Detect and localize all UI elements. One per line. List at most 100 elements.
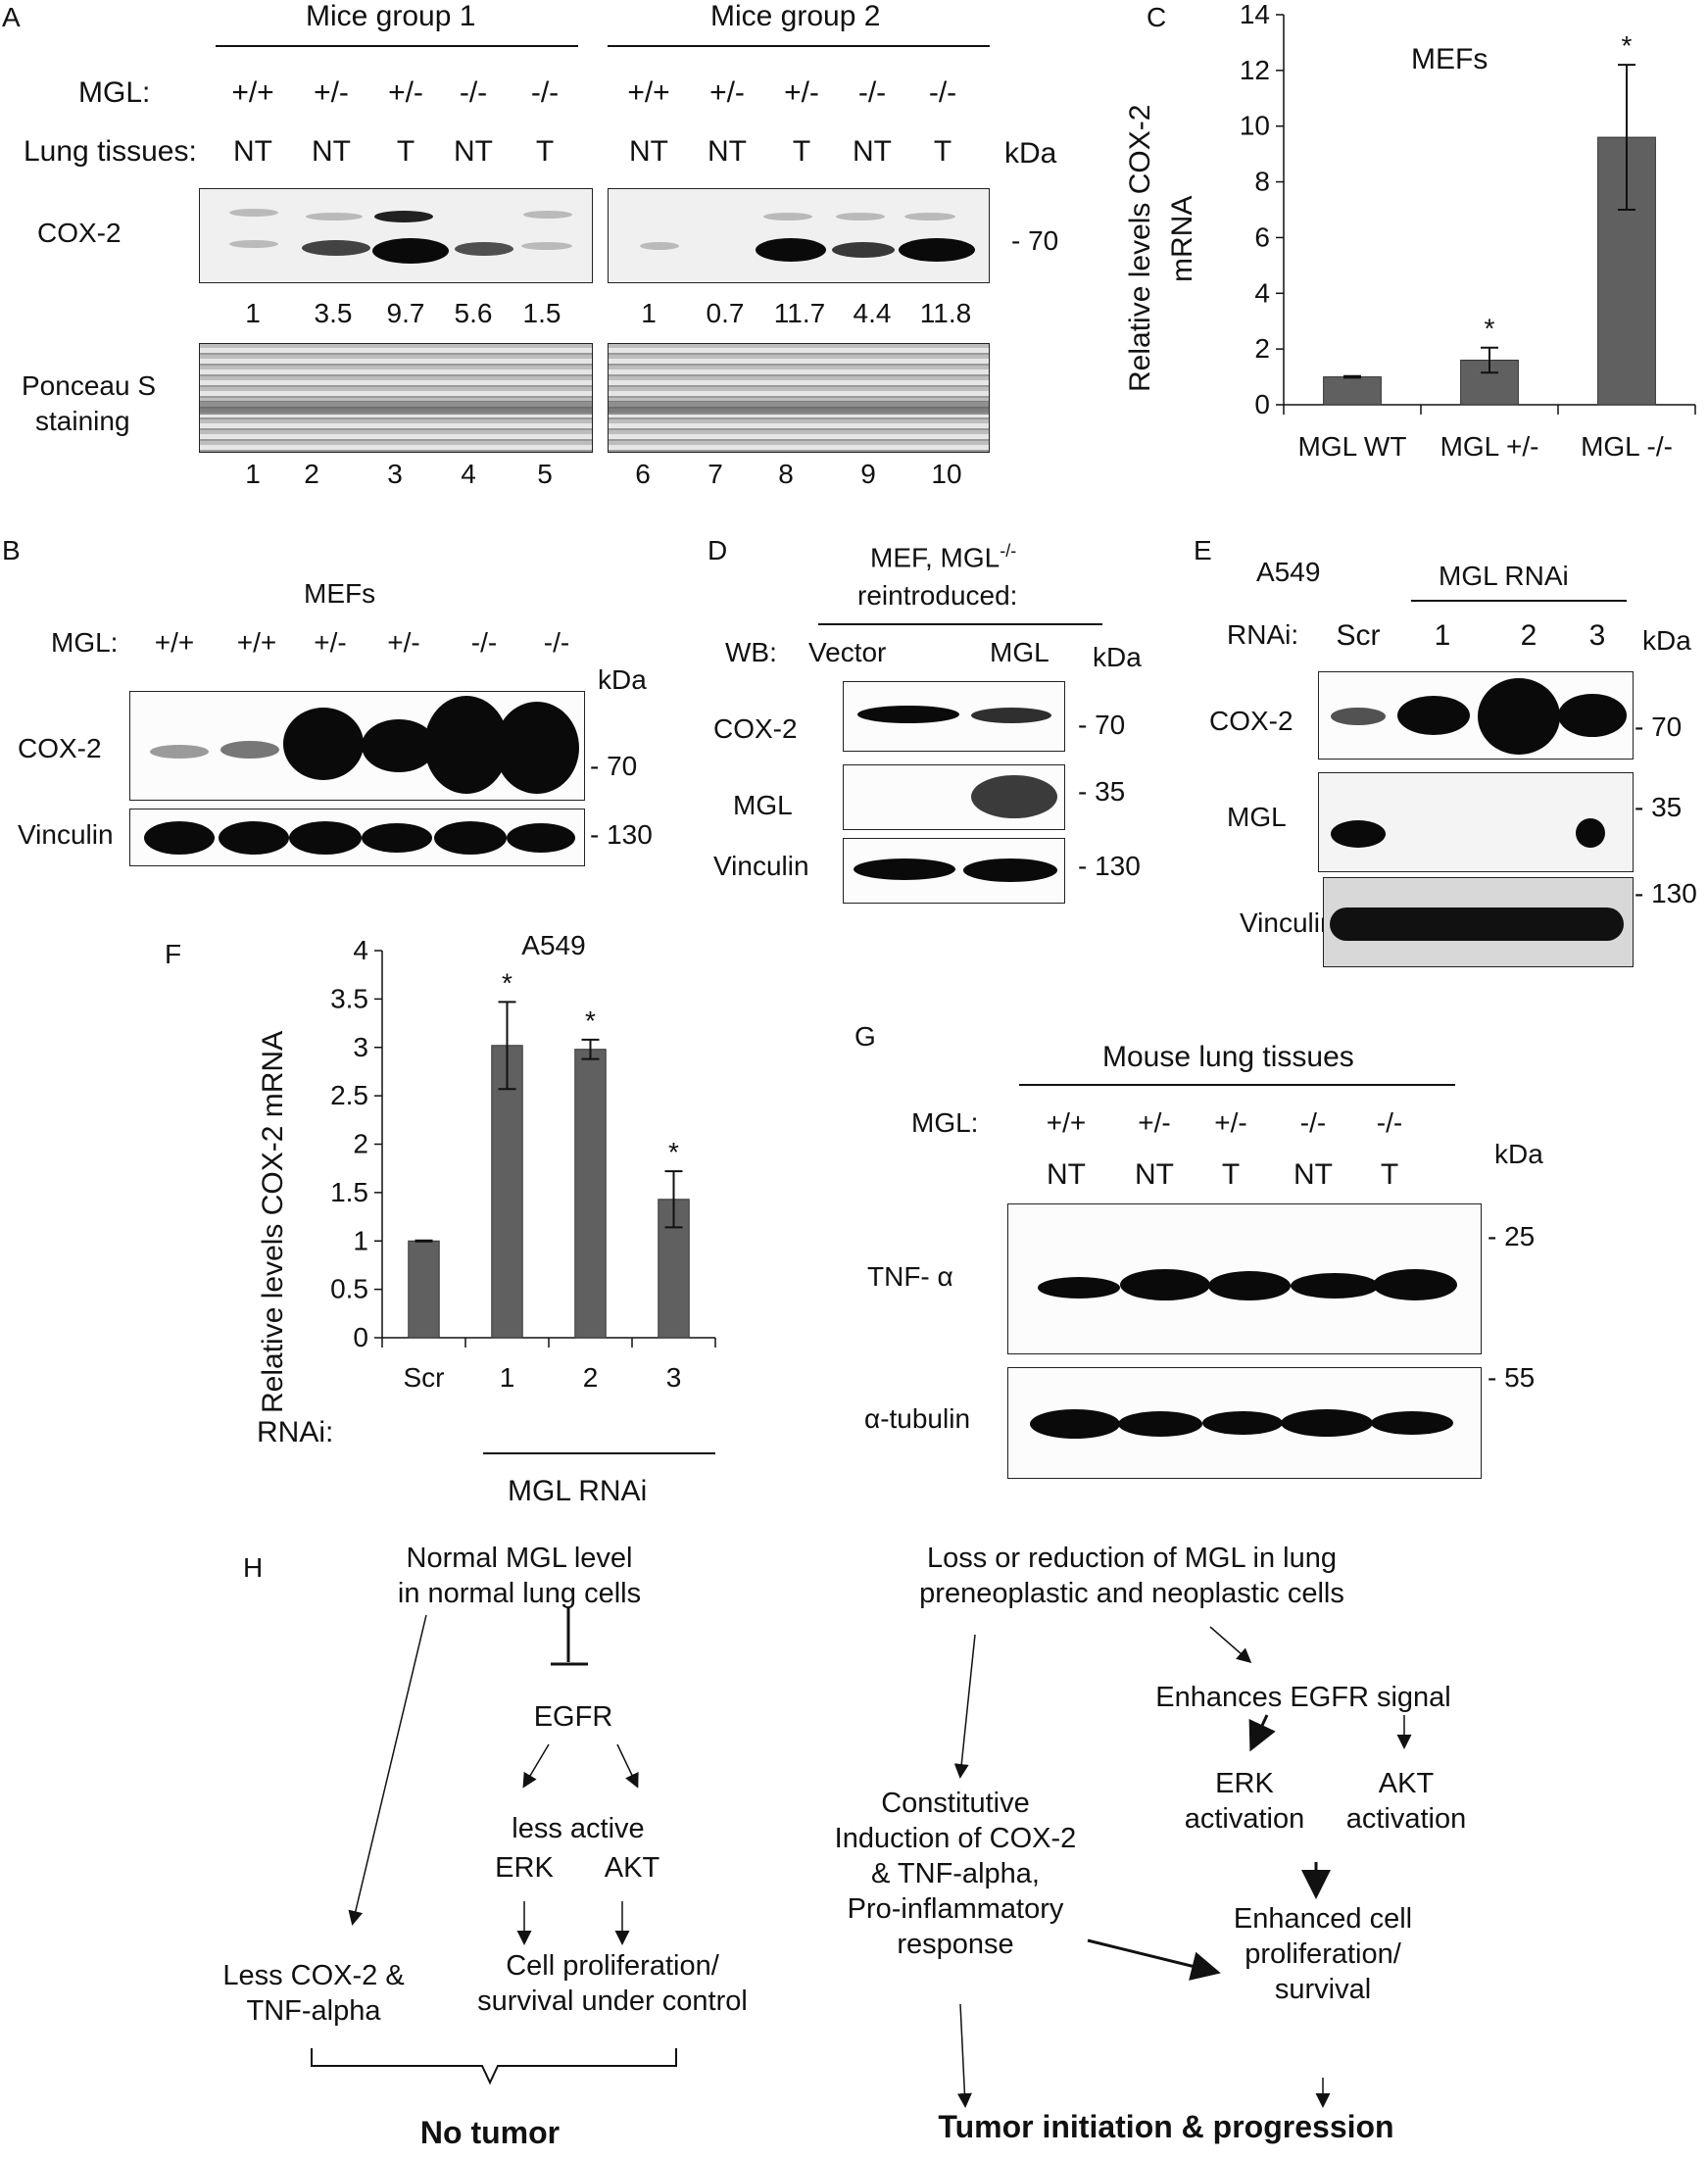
- panel-d-mgl-blot: [843, 764, 1065, 830]
- lane-label: 3: [1588, 619, 1606, 652]
- lane-number: 3: [387, 459, 403, 489]
- ponceau-blot-g1: [199, 343, 593, 453]
- panel-d-cox2-blot: [843, 681, 1065, 752]
- node-less-active: less active: [512, 1813, 645, 1844]
- chart-f-rnai-label: RNAi:: [257, 1416, 334, 1448]
- node-enhanced-prolif-line1: Enhanced cell: [1233, 1903, 1413, 1935]
- quant-value: 3.5: [314, 298, 353, 328]
- bar: [408, 1240, 440, 1339]
- chart-c: 0 2 4 6 8 10 12 14 MGL WT * MGL +/- * MGL -/-: [1240, 0, 1696, 462]
- tissue-label: NT: [853, 135, 892, 168]
- quant-value: 11.7: [773, 298, 826, 328]
- group2-rule: [608, 45, 990, 47]
- category-label: MGL -/-: [1581, 431, 1673, 462]
- node-constitutive-line4: Pro-inflammatory: [847, 1893, 1064, 1925]
- quant-value: 9.7: [386, 298, 425, 328]
- tissue-label: Lung tissues:: [24, 135, 197, 168]
- panel-letter-c: C: [1147, 2, 1167, 32]
- ponceau-label-1: Ponceau S: [22, 370, 156, 401]
- tissue-label: T: [792, 135, 811, 168]
- node-less-cox-line2: TNF-alpha: [246, 1995, 381, 2027]
- chart-c-inset: MEFs: [1411, 43, 1488, 75]
- cox2-label: COX-2: [37, 218, 122, 248]
- panel-letter-b: B: [2, 535, 21, 565]
- panel-d-m130: - 130: [1078, 851, 1141, 881]
- genotype-label: -/-: [1376, 1107, 1403, 1138]
- bar: [1323, 376, 1382, 406]
- genotype-label: +/+: [231, 76, 274, 109]
- significance-star: *: [502, 967, 512, 998]
- tissue-label: NT: [312, 135, 351, 168]
- y-tick-label: 4: [1254, 277, 1270, 308]
- chart-c-ylabel-2: mRNA: [1166, 195, 1198, 282]
- genotype-label: +/-: [314, 627, 347, 658]
- panel-d-vector: Vector: [808, 637, 887, 667]
- tissue-label: NT: [1047, 1158, 1086, 1191]
- significance-star: *: [585, 1005, 596, 1036]
- lane-number: 9: [860, 459, 876, 489]
- panel-letter-h: H: [243, 1552, 264, 1583]
- category-label: 1: [500, 1362, 515, 1393]
- y-tick-label: 4: [353, 935, 368, 965]
- quant-value: 1.5: [522, 298, 561, 328]
- group1-rule: [216, 45, 578, 47]
- node-constitutive-line1: Constitutive: [881, 1788, 1030, 1819]
- lane-label: Scr: [1336, 619, 1381, 652]
- mgl-label: MGL:: [78, 76, 151, 109]
- panel-e-kda: kDa: [1642, 625, 1691, 656]
- tissue-label: T: [1221, 1158, 1241, 1191]
- panel-e-mgl: MGL: [1227, 802, 1287, 832]
- y-tick-label: 12: [1240, 55, 1270, 85]
- chart-f-group-rule: [483, 1452, 715, 1454]
- genotype-label: +/-: [1138, 1107, 1171, 1138]
- panel-d-kda: kDa: [1093, 642, 1142, 672]
- node-constitutive: Constitutive Induction of COX-2 & TNF-al…: [813, 1786, 1098, 1962]
- node-less-cox-line1: Less COX-2 &: [222, 1960, 405, 1991]
- panel-d-vinculin-blot: [843, 838, 1065, 904]
- brace-no-tumor: [311, 2048, 677, 2085]
- node-normal-mgl-line1: Normal MGL level: [406, 1543, 633, 1574]
- genotype-label: -/-: [928, 76, 957, 109]
- node-akt-activation-line1: AKT: [1378, 1768, 1435, 1799]
- panel-b-vinculin: Vinculin: [18, 819, 114, 850]
- node-akt: AKT: [604, 1852, 660, 1884]
- panel-g-tubulin-blot: [1007, 1367, 1482, 1479]
- panel-d-m70: - 70: [1078, 710, 1126, 740]
- group1-label: Mice group 1: [306, 0, 476, 32]
- node-erk-activation-line1: ERK: [1215, 1768, 1274, 1799]
- node-prolif-control-line1: Cell proliferation/: [506, 1950, 719, 1982]
- panel-g-kda: kDa: [1494, 1139, 1543, 1169]
- arrow-const-tumor: [956, 2003, 972, 2108]
- genotype-label: +/-: [388, 76, 423, 109]
- panel-e-m130: - 130: [1635, 878, 1697, 908]
- quant-value: 0.7: [706, 298, 745, 328]
- cox2-blot-g1: [199, 188, 593, 283]
- ponceau-label-2: staining: [35, 406, 130, 436]
- genotype-label: -/-: [857, 76, 887, 109]
- panel-b-cox2-blot: [129, 691, 585, 801]
- y-tick-label: 0: [353, 1322, 368, 1352]
- tissue-label: NT: [454, 135, 493, 168]
- panel-d-rule: [818, 623, 1102, 625]
- y-tick-label: 2.5: [330, 1080, 368, 1110]
- chart-title: A549: [521, 931, 585, 960]
- node-akt-activation-line2: activation: [1345, 1803, 1467, 1835]
- panel-d-title-1: MEF, MGL-/-: [870, 541, 1017, 573]
- panel-b-m70: - 70: [590, 751, 638, 781]
- panel-e-cell: A549: [1256, 557, 1321, 587]
- node-normal-mgl: Normal MGL level in normal lung cells: [372, 1541, 666, 1611]
- category-label: Scr: [404, 1362, 445, 1393]
- node-less-cox: Less COX-2 & TNF-alpha: [216, 1958, 412, 2029]
- arrow-egfr-erk: [522, 1743, 550, 1789]
- cox2-blot-g2: [608, 188, 990, 283]
- panel-e-vinculin-blot: [1323, 877, 1634, 967]
- node-enhanced-prolif: Enhanced cell proliferation/ survival: [1215, 1901, 1431, 2007]
- category-label: MGL +/-: [1440, 431, 1539, 462]
- node-enhances-egfr: Enhances EGFR signal: [1155, 1682, 1451, 1713]
- lane-number: 6: [635, 459, 651, 489]
- panel-letter-a: A: [2, 2, 21, 32]
- tissue-label: T: [1380, 1158, 1399, 1191]
- arrow-loss-const: [953, 1634, 976, 1779]
- panel-b-kda: kDa: [598, 664, 647, 695]
- y-tick-label: 10: [1240, 111, 1270, 141]
